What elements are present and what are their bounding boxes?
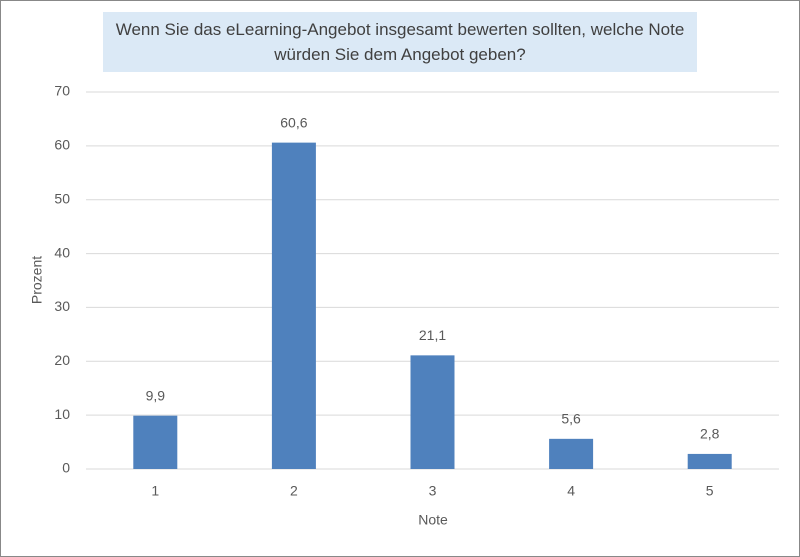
bar [271,142,316,469]
x-tick-label: 3 [429,483,437,499]
y-tick-label: 70 [54,83,70,99]
y-tick-label: 0 [62,460,70,476]
bar [549,438,594,469]
value-label: 21,1 [419,327,446,343]
bar [410,355,455,469]
x-tick-label: 5 [706,483,714,499]
y-tick-label: 60 [54,137,70,153]
bar [687,453,732,469]
y-tick-label: 50 [54,190,70,206]
value-label: 5,6 [561,411,581,427]
y-tick-label: 40 [54,244,70,260]
y-axis-label: Prozent [29,256,45,304]
x-tick-label: 2 [290,483,298,499]
y-tick-label: 10 [54,406,70,422]
x-axis-label: Note [418,512,448,528]
x-tick-label: 4 [567,483,575,499]
bar [133,415,178,469]
value-label: 9,9 [146,387,166,403]
x-tick-label: 1 [151,483,159,499]
chart-title: Wenn Sie das eLearning-Angebot insgesamt… [103,12,697,72]
value-label: 2,8 [700,426,720,442]
y-tick-label: 20 [54,352,70,368]
value-label: 60,6 [280,114,307,130]
y-tick-label: 30 [54,298,70,314]
